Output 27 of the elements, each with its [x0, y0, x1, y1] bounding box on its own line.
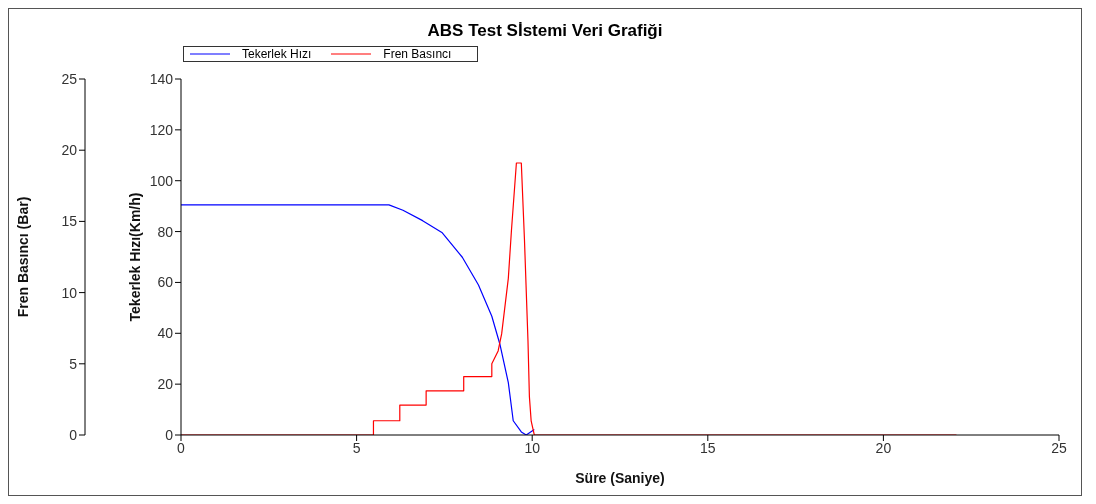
- y-tick-label: 60: [157, 274, 174, 291]
- legend-label: Tekerlek Hızı: [242, 47, 312, 61]
- y2-tick-label: 10: [61, 284, 78, 301]
- y-tick-label: 140: [149, 70, 174, 87]
- y-tick-label: 80: [157, 223, 174, 240]
- x-tick-label: 15: [700, 439, 716, 456]
- x-axis-title: Süre (Saniye): [575, 470, 665, 486]
- x-tick-label: 20: [875, 439, 892, 456]
- y-tick-label: 40: [157, 325, 174, 342]
- chart-title: ABS Test Sİstemi Veri Grafiği: [427, 21, 663, 40]
- y2-tick-label: 20: [61, 142, 78, 159]
- line-series: [181, 204, 535, 435]
- x-tick-label: 5: [352, 439, 361, 456]
- y-tick-label: 100: [149, 172, 174, 189]
- y2-tick-label: 15: [61, 213, 78, 230]
- x-tick-label: 25: [1051, 439, 1067, 456]
- y2-tick-label: 5: [69, 355, 78, 372]
- y-tick-label: 20: [157, 376, 174, 393]
- y2-axis-title: Fren Basıncı (Bar): [14, 196, 31, 318]
- y2-tick-label: 0: [69, 426, 78, 443]
- x-tick-label: 10: [524, 439, 541, 456]
- y2-tick-label: 25: [61, 70, 78, 87]
- y-axis-title: Tekerlek Hızı(Km/h): [126, 192, 143, 322]
- x-tick-label: 0: [177, 439, 186, 456]
- y-tick-label: 120: [149, 121, 174, 138]
- legend-label: Fren Basıncı: [383, 47, 452, 61]
- y-tick-label: 0: [165, 426, 174, 443]
